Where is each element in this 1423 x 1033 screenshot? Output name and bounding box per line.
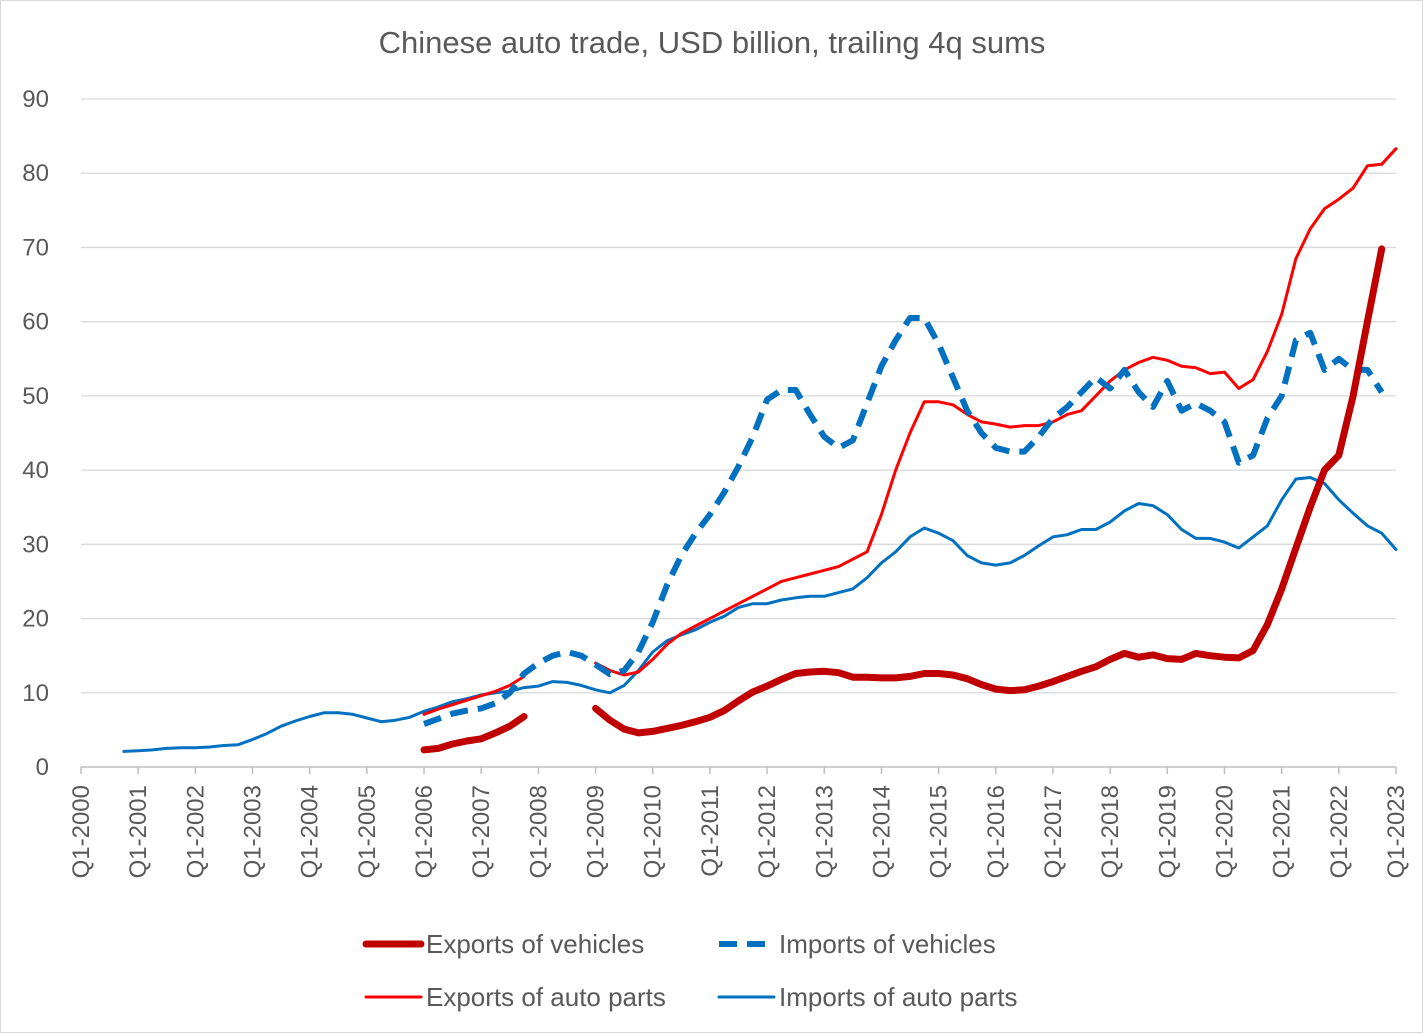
x-tick-label: Q1-2015 [926, 785, 953, 878]
x-tick-label: Q1-2016 [983, 785, 1010, 878]
x-tick-label: Q1-2017 [1040, 785, 1067, 878]
series-line-exports-of-auto-parts-segment-1 [422, 674, 526, 716]
x-tick-label: Q1-2020 [1211, 785, 1238, 878]
x-tick-label: Q1-2019 [1154, 785, 1181, 878]
x-tick-label: Q1-2014 [868, 785, 895, 878]
x-tick-label: Q1-2002 [182, 785, 209, 878]
legend-label-exports-of-auto-parts: Exports of auto parts [426, 982, 666, 1012]
grid-lines [81, 98, 1396, 694]
series-line-exports-of-vehicles-segment-2 [592, 245, 1386, 737]
y-tick-label: 30 [22, 531, 49, 558]
axes: 0 10 20 30 40 50 60 70 80 90 Q1-2000 Q1-2001 Q1-2002… [22, 86, 1410, 878]
x-tick-label: Q1-2005 [354, 785, 381, 878]
series-line-imports-of-vehicles-segment-1 [422, 315, 1385, 727]
x-tick-label: Q1-2022 [1326, 785, 1353, 878]
legend-label-imports-of-vehicles: Imports of vehicles [779, 929, 996, 959]
series-line-exports-of-auto-parts-segment-2 [594, 147, 1398, 677]
series-line-imports-of-auto-parts-segment-1 [122, 476, 1398, 753]
x-tick-label: Q1-2006 [411, 785, 438, 878]
legend: Exports of vehicles Imports of vehicles Ex… [362, 929, 1017, 1012]
series-line-exports-of-vehicles-segment-1 [420, 713, 528, 754]
y-tick-label: 20 [22, 606, 49, 633]
x-tick-label: Q1-2009 [583, 785, 610, 878]
x-tick-label: Q1-2007 [468, 785, 495, 878]
x-tick-label: Q1-2021 [1269, 785, 1296, 878]
y-tick-label: 10 [22, 680, 49, 707]
x-tick-label: Q1-2011 [697, 785, 724, 877]
y-tick-label: 60 [22, 309, 49, 336]
x-tick-label: Q1-2004 [297, 785, 324, 878]
x-tick-label: Q1-2013 [811, 785, 838, 878]
legend-label-exports-of-vehicles: Exports of vehicles [426, 929, 644, 959]
y-tick-label: 50 [22, 383, 49, 410]
x-tick-label: Q1-2010 [640, 785, 667, 878]
y-tick-label: 80 [22, 160, 49, 187]
x-tick-label: Q1-2023 [1383, 785, 1410, 878]
y-tick-label: 70 [22, 234, 49, 261]
legend-label-imports-of-auto-parts: Imports of auto parts [779, 982, 1017, 1012]
chart-title: Chinese auto trade, USD billion, trailin… [379, 25, 1046, 60]
x-tick-label: Q1-2008 [525, 785, 552, 878]
x-tick-label: Q1-2012 [754, 785, 781, 878]
series-lines [122, 147, 1398, 754]
y-tick-label: 40 [22, 457, 49, 484]
x-tick-label: Q1-2000 [68, 785, 95, 878]
x-tick-label: Q1-2001 [125, 785, 152, 878]
x-tick-label: Q1-2003 [240, 785, 267, 878]
y-tick-label: 0 [36, 754, 49, 781]
y-tick-label: 90 [22, 86, 49, 113]
x-tick-label: Q1-2018 [1097, 785, 1124, 878]
